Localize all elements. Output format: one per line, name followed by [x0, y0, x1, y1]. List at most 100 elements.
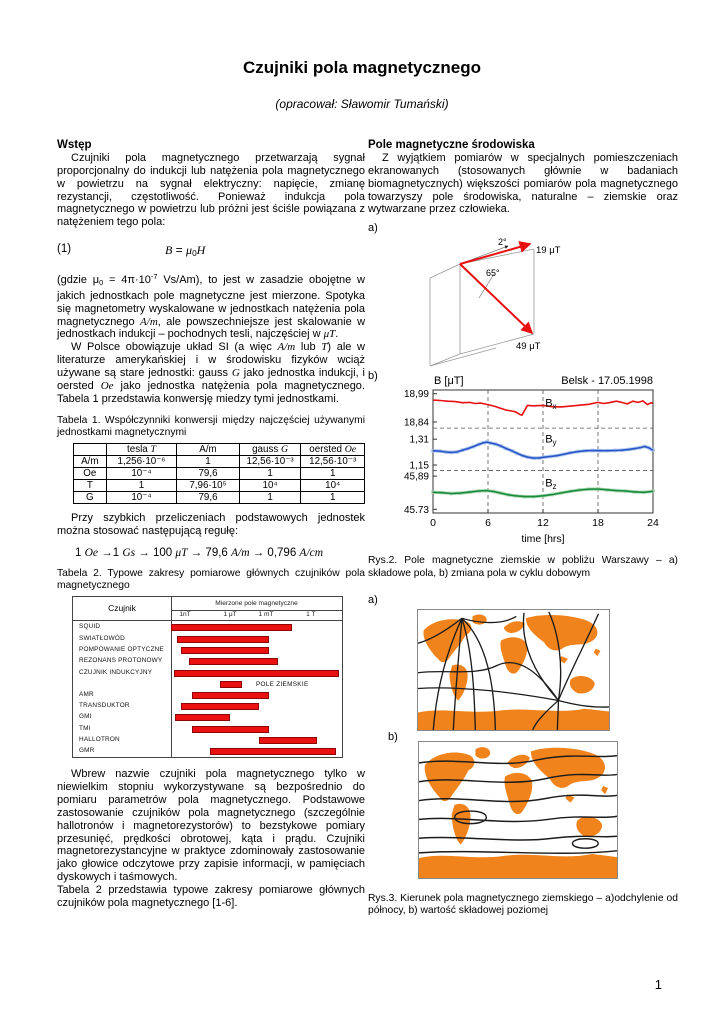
x-tick-label: 0 — [430, 517, 436, 529]
table1-header: oersted Oe — [300, 443, 365, 457]
table1-cell: 10⁻⁴ — [105, 491, 178, 505]
declination-contours — [418, 611, 609, 730]
table1-header: tesla T — [105, 443, 178, 457]
table1-cell: 1,256·10⁻⁶ — [105, 455, 178, 469]
sensor-label: SQUID — [79, 623, 101, 631]
rys2-caption: Rys.2. Pole magnetyczne ziemskie w pobli… — [368, 555, 678, 579]
continents — [419, 746, 617, 878]
table1-cell: 1 — [300, 491, 365, 505]
table1-cell: 79,6 — [176, 467, 240, 481]
y-tick-label: 45,89 — [404, 472, 429, 483]
table1-cell: 12,56·10⁻³ — [300, 455, 365, 469]
paragraph-units: (gdzie μ0 = 4π·10-7 Vs/Am), to jest w za… — [57, 272, 366, 341]
figure2a-label: a) — [368, 222, 378, 235]
page-number: 1 — [654, 977, 662, 992]
By-line — [432, 441, 654, 460]
table1-caption: Tabela 1. Współczynniki konwersji między… — [57, 414, 365, 438]
figure2b-label: b) — [368, 370, 378, 382]
table-row: A/m 1,256·10⁻⁶ 1 12,56·10⁻³ 12,56·10⁻³ — [73, 455, 365, 469]
range-bar — [191, 725, 270, 733]
y-tick-label: 18,84 — [404, 418, 429, 429]
table1-cell: 10⁻⁴ — [105, 467, 178, 481]
equation-1: (1) B = μ0H — [57, 243, 365, 258]
sensor-label: REZONANS PROTONOWY — [79, 657, 163, 665]
header-divider — [171, 610, 342, 612]
sensor-label: CZUJNIK INDUKCYJNY — [79, 668, 153, 676]
section-heading-wstep: Wstęp — [57, 139, 92, 151]
header-bottom-divider — [73, 620, 342, 622]
earth-field-annotation: POLE ZIEMSKIE — [255, 680, 309, 688]
table1-header: gauss G — [238, 443, 302, 457]
equation-number: (1) — [57, 243, 72, 256]
intensity-contours — [419, 754, 617, 854]
Bx-series-label: Bx — [545, 398, 556, 412]
sensor-label: POMPOWANIE OPTYCZNE — [79, 645, 164, 653]
y-tick-label: 1,15 — [410, 461, 430, 472]
horizontal-intensity-world-map — [418, 740, 618, 879]
chart-y-title: B [μT] — [434, 375, 464, 387]
right-column: Pole magnetyczne środowiska Z wyjątkiem … — [368, 139, 678, 921]
paragraph-applications: Wbrew nazwie czujniki pola magnetycznego… — [57, 768, 365, 884]
table1-cell: 1 — [176, 455, 240, 469]
y-tick-label: 45.73 — [404, 505, 429, 516]
table1-cell: 1 — [105, 479, 178, 493]
Bz-series-label: Bz — [545, 478, 556, 492]
inclination-leader-line — [478, 274, 495, 299]
y-tick-label: 1,31 — [410, 435, 430, 446]
table1-cell: G — [73, 491, 107, 505]
sensor-label: AMR — [79, 690, 94, 698]
table1-cell: T — [73, 479, 107, 493]
paragraph-table2-ref: Tabela 2 przedstawia typowe zakresy pomi… — [57, 883, 365, 909]
sensor-label: TMI — [79, 724, 91, 732]
field-vector-diagram: 2° 19 μT 65° 49 μT — [429, 237, 561, 367]
field-axis-header: Mierzone pole magnetyczne — [215, 600, 298, 608]
range-bar — [171, 624, 293, 632]
continents — [418, 614, 609, 730]
table1-cell: 1 — [238, 491, 302, 505]
table1-cell: 10⁴ — [300, 479, 365, 493]
sensor-label: GMR — [79, 747, 95, 755]
x-tick-label: 24 — [647, 517, 659, 529]
x-tick-label: 18 — [592, 517, 604, 529]
figure3a-label: a) — [368, 593, 378, 606]
By-series-label: By — [545, 433, 556, 447]
range-bar — [219, 680, 242, 688]
table1-cell: 1 — [300, 467, 365, 481]
table1-cell: 10⁴ — [238, 479, 302, 493]
sensor-column-header: Czujnik — [108, 603, 136, 614]
sensor-label: GMI — [79, 713, 92, 721]
total-field-arrow — [459, 263, 534, 335]
sensor-label: TRANSDUKTOR — [79, 701, 130, 709]
inclination-angle-label: 65° — [486, 268, 500, 278]
table1-cell: 79,6 — [176, 491, 240, 505]
paragraph-intro: Czujniki pola magnetycznego przetwarzają… — [57, 152, 365, 229]
page-title: Czujniki pola magnetycznego — [242, 58, 482, 77]
range-bar — [259, 736, 318, 744]
figure3b-wrap: b) — [368, 731, 678, 879]
total-value-label: 49 μT — [516, 341, 541, 352]
axis-tick-label: 1nT — [179, 611, 191, 619]
table1-cell: A/m — [73, 455, 107, 469]
paragraph-environment: Z wyjątkiem pomiarów w specjalnych pomie… — [368, 152, 678, 216]
table1-cell: Oe — [73, 467, 107, 481]
table1-cell: 7,96·10⁵ — [176, 479, 240, 493]
table1-cell: 12,56·10⁻³ — [238, 455, 302, 469]
paragraph-si: W Polsce obowiązuje układ SI (a więc A/m… — [57, 341, 365, 405]
Bx-line — [432, 399, 654, 417]
x-tick-label: 12 — [537, 517, 549, 529]
equation-body: B = μ0H — [165, 243, 206, 259]
range-bar — [173, 669, 340, 677]
table1-header — [73, 443, 107, 457]
range-bar — [181, 646, 270, 654]
equation-conversion-rule: 1 Oe →1 Gs → 100 μT → 79,6 A/m → 0,796 A… — [75, 546, 324, 559]
table1-header: A/m — [176, 443, 240, 457]
declination-world-map — [417, 608, 610, 731]
section-heading-pole: Pole magnetyczne środowiska — [368, 139, 535, 151]
sensor-label: HALLOTRON — [79, 735, 120, 743]
table1-cell: 1 — [238, 467, 302, 481]
declination-angle-label: 2° — [498, 237, 507, 247]
range-bar — [191, 691, 270, 699]
